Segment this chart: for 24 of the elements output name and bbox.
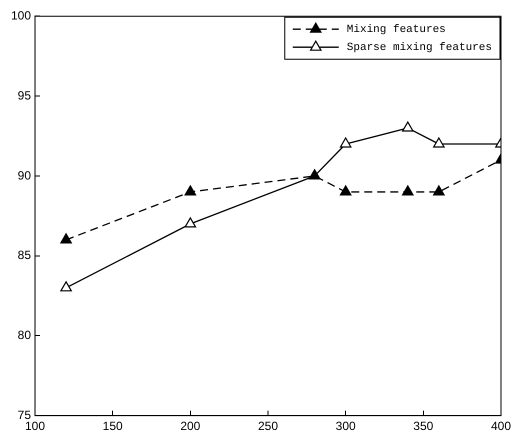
point <box>402 185 414 196</box>
point <box>60 281 72 292</box>
point <box>340 185 352 196</box>
y-tick-label: 85 <box>18 248 32 262</box>
x-tick-label: 250 <box>258 419 278 434</box>
point <box>433 137 445 148</box>
legend-label: Sparse mixing features <box>346 42 492 54</box>
y-tick-label: 75 <box>18 408 32 422</box>
point <box>184 185 196 196</box>
x-tick-label: 200 <box>180 419 201 434</box>
legend-label: Mixing features <box>346 24 446 36</box>
x-tick-label: 300 <box>336 419 356 434</box>
point <box>340 137 352 148</box>
y-tick-label: 90 <box>18 168 32 182</box>
x-tick-label: 350 <box>413 419 434 434</box>
y-tick-label: 95 <box>18 88 32 102</box>
point <box>60 233 72 244</box>
x-tick-label: 150 <box>102 419 124 434</box>
y-tick-label: 80 <box>18 328 32 342</box>
point <box>433 185 445 196</box>
point <box>402 121 414 132</box>
point <box>184 217 196 228</box>
y-tick-label: 100 <box>10 8 32 23</box>
x-tick-label: 400 <box>490 419 512 434</box>
